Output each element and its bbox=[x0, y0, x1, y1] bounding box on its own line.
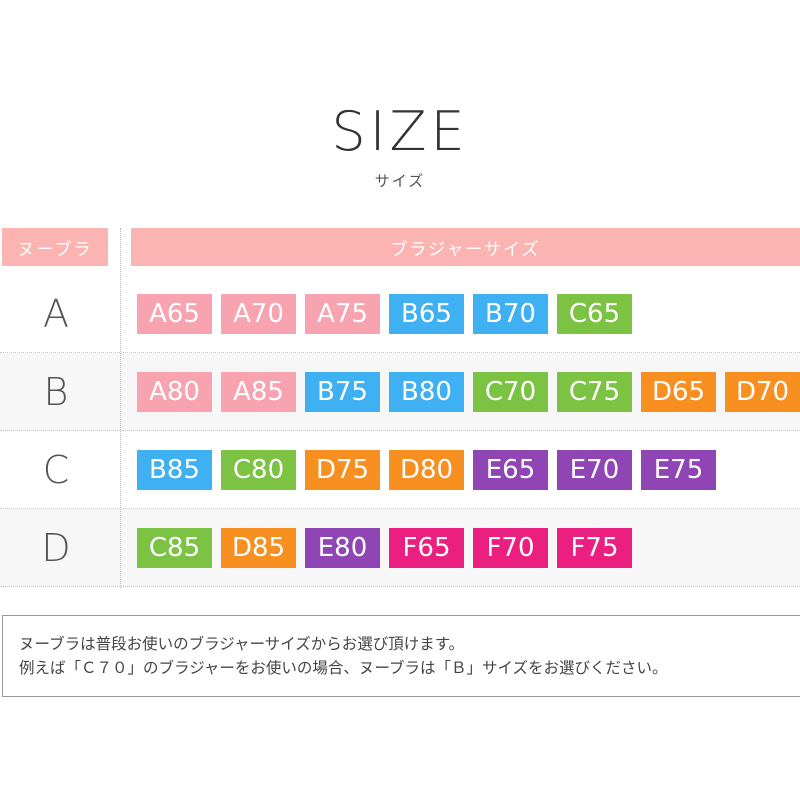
page-subtitle: サイズ bbox=[374, 172, 426, 190]
size-badge: B75 bbox=[305, 372, 380, 412]
size-badge: C70 bbox=[473, 372, 548, 412]
page-title: SIZE bbox=[331, 100, 469, 163]
size-badge: A75 bbox=[305, 294, 380, 334]
size-badge: C75 bbox=[557, 372, 632, 412]
size-badge: F65 bbox=[389, 528, 464, 568]
cup-label: D bbox=[41, 526, 71, 570]
size-badges: A65 A70 A75 B65 B70 C65 bbox=[137, 294, 632, 334]
size-badge: E75 bbox=[641, 450, 716, 490]
size-badge: A70 bbox=[221, 294, 296, 334]
size-badges: C85 D85 E80 F65 F70 F75 bbox=[137, 528, 632, 568]
note-box: ヌーブラは普段お使いのブラジャーサイズからお選び頂けます。 例えば「Ｃ７０」のブ… bbox=[2, 615, 800, 697]
size-badge: B85 bbox=[137, 450, 212, 490]
size-badge: C65 bbox=[557, 294, 632, 334]
size-badge: E80 bbox=[305, 528, 380, 568]
size-badges: A80 A85 B75 B80 C70 C75 D65 D70 bbox=[137, 372, 800, 412]
size-badge: D70 bbox=[725, 372, 800, 412]
size-badges: B85 C80 D75 D80 E65 E70 E75 bbox=[137, 450, 716, 490]
size-badge: B70 bbox=[473, 294, 548, 334]
size-badge: B80 bbox=[389, 372, 464, 412]
size-badge: D65 bbox=[641, 372, 716, 412]
header-bra-size: ブラジャーサイズ bbox=[131, 228, 800, 266]
cup-label: B bbox=[43, 370, 69, 414]
header-nubra: ヌーブラ bbox=[2, 228, 108, 266]
table-row: D C85 D85 E80 F65 F70 F75 bbox=[0, 509, 800, 587]
size-badge: F70 bbox=[473, 528, 548, 568]
size-badge: D80 bbox=[389, 450, 464, 490]
size-badge: D75 bbox=[305, 450, 380, 490]
table-row: C B85 C80 D75 D80 E65 E70 E75 bbox=[0, 431, 800, 509]
note-line: ヌーブラは普段お使いのブラジャーサイズからお選び頂けます。 bbox=[19, 635, 465, 653]
column-divider bbox=[120, 228, 121, 588]
size-badge: E65 bbox=[473, 450, 548, 490]
size-badge: A65 bbox=[137, 294, 212, 334]
size-badge: F75 bbox=[557, 528, 632, 568]
size-badge: A80 bbox=[137, 372, 212, 412]
cup-label: A bbox=[43, 292, 69, 336]
size-badge: C85 bbox=[137, 528, 212, 568]
note-line: 例えば「Ｃ７０」のブラジャーをお使いの場合、ヌーブラは「Ｂ」サイズをお選びくださ… bbox=[19, 659, 668, 677]
size-badge: E70 bbox=[557, 450, 632, 490]
table-row: B A80 A85 B75 B80 C70 C75 D65 D70 bbox=[0, 353, 800, 431]
cup-label: C bbox=[42, 448, 70, 492]
size-badge: A85 bbox=[221, 372, 296, 412]
size-badge: B65 bbox=[389, 294, 464, 334]
size-badge: C80 bbox=[221, 450, 296, 490]
size-badge: D85 bbox=[221, 528, 296, 568]
table-row: A A65 A70 A75 B65 B70 C65 bbox=[0, 275, 800, 353]
